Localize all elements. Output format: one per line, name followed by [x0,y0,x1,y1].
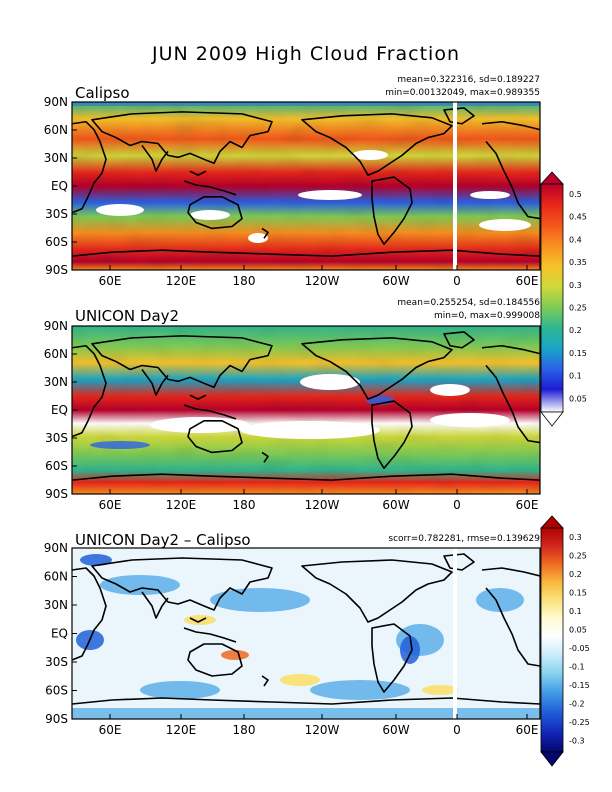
difference-lon-label: 0 [453,723,461,737]
colorbar-diff-label: -0.15 [569,681,590,690]
panel-stats-unicon-2: min=0, max=0.999008 [434,311,540,321]
colorbar-diff-label: 0.15 [569,589,587,598]
colorbar-diff-label: -0.1 [569,663,585,672]
panel-title-difference: UNICON Day2 – Calipso [75,531,251,549]
colorbar-abs-label: 0.05 [569,394,587,403]
difference-missing-strip [453,548,457,719]
colorbar-abs-label: 0.2 [569,326,582,335]
difference-lat-label: 90N [44,541,68,555]
calipso-lat-label: EQ [51,179,68,193]
colorbar-abs-label: 0.15 [569,349,587,358]
colorbar-abs-label: 0.45 [569,213,587,222]
difference-lon-label: 60E [99,723,122,737]
calipso-lat-label: 90S [45,263,68,277]
unicon-lat-label: 30N [44,375,68,389]
unicon-lon-label: 120W [305,498,340,512]
difference-warm-patches [184,615,458,695]
unicon-lon-label: 60E [516,498,539,512]
panel-unicon: UNICON Day2 mean=0.255254, sd=0.184556 m… [44,298,541,512]
difference-field [72,548,540,719]
colorbar-difference-top-triangle [540,515,564,529]
figure-title: JUN 2009 High Cloud Fraction [151,43,460,65]
difference-lon-label: 120W [305,723,340,737]
colorbar-abs-label: 0.4 [569,235,582,244]
unicon-lon-label: 0 [453,498,461,512]
colorbar-difference-bar [540,527,564,753]
difference-lat-label: 60N [44,570,68,584]
difference-lat-label: 30S [45,655,68,669]
panel-calipso: Calipso mean=0.322316, sd=0.189227 min=0… [44,75,541,288]
difference-lat-label: EQ [51,627,68,641]
colorbar-difference-labels: 0.3 0.25 0.2 0.15 0.1 0.05 -0.05 -0.1 -0.15 -0.2 -… [569,533,590,746]
calipso-lon-label: 180 [233,274,256,288]
calipso-lat-label: 90N [44,95,68,109]
colorbar-abs-label: 0.5 [569,190,582,199]
colorbar-absolute-labels: 0.5 0.45 0.4 0.35 0.3 0.25 0.2 0.15 0.1 0.05 [569,190,587,403]
panel-stats-difference-1: scorr=0.782281, rmse=0.139629 [388,534,540,544]
calipso-lat-label: 30N [44,151,68,165]
colorbar-abs-label: 0.1 [569,372,582,381]
calipso-lat-label: 60S [45,235,68,249]
difference-axis: 90N 60N 30N EQ 30S 60S 90S 60E 120E 180 120W 60W 0 60… [44,541,539,737]
colorbar-diff-label: 0.3 [569,533,582,542]
unicon-lat-label: 90S [45,487,68,501]
calipso-axis: 90N 60N 30N EQ 30S 60S 90S 60E 120E 180 120W 60W 0 60… [44,95,539,288]
colorbar-absolute-bar [540,183,564,413]
panel-stats-unicon-1: mean=0.255254, sd=0.184556 [397,298,540,308]
calipso-lon-label: 60E [99,274,122,288]
panel-stats-calipso-2: min=0.00132049, max=0.989355 [385,88,540,98]
difference-lat-label: 60S [45,684,68,698]
calipso-lat-label: 60N [44,123,68,137]
unicon-white-patches [150,374,510,439]
unicon-lon-label: 120E [166,498,197,512]
colorbar-diff-label: 0.25 [569,552,587,561]
difference-lat-label: 30N [44,598,68,612]
unicon-axis: 90N 60N 30N EQ 30S 60S 90S 60E 120E 180 120W 60W 0 60… [44,319,539,512]
colorbar-abs-label: 0.3 [569,281,582,290]
colorbar-difference-bottom-triangle [540,751,564,767]
colorbar-diff-label: 0.1 [569,607,582,616]
difference-darkblue-patches [76,554,420,664]
unicon-lon-label: 180 [233,498,256,512]
difference-lon-label: 60E [516,723,539,737]
calipso-lon-label: 120E [166,274,197,288]
colorbar-absolute: 0.5 0.45 0.4 0.35 0.3 0.25 0.2 0.15 0.1 0.05 [540,171,587,427]
panel-stats-calipso-1: mean=0.322316, sd=0.189227 [397,75,540,85]
unicon-lat-label: EQ [51,403,68,417]
unicon-lat-label: 90N [44,319,68,333]
colorbar-diff-label: 0.05 [569,626,587,635]
colorbar-abs-label: 0.25 [569,304,587,313]
colorbar-diff-label: -0.25 [569,718,590,727]
colorbar-absolute-top-triangle [540,171,564,185]
calipso-lat-label: 30S [45,207,68,221]
difference-lon-label: 120E [166,723,197,737]
calipso-white-patches [96,150,531,243]
calipso-lon-label: 60W [382,274,409,288]
difference-lat-label: 90S [45,712,68,726]
colorbar-abs-label: 0.35 [569,258,587,267]
calipso-lon-label: 120W [305,274,340,288]
calipso-lon-label: 0 [453,274,461,288]
calipso-lon-label: 60E [516,274,539,288]
colorbar-diff-label: -0.2 [569,700,585,709]
difference-lon-label: 60W [382,723,409,737]
unicon-lon-label: 60W [382,498,409,512]
colorbar-diff-label: 0.2 [569,570,582,579]
colorbar-absolute-bottom-triangle [540,411,564,427]
unicon-lat-label: 60S [45,459,68,473]
unicon-lat-label: 60N [44,347,68,361]
colorbar-diff-label: -0.05 [569,644,590,653]
calipso-missing-strip [453,102,457,270]
panel-title-calipso: Calipso [75,84,130,102]
colorbar-diff-label: -0.3 [569,737,585,746]
unicon-lon-label: 60E [99,498,122,512]
unicon-lat-label: 30S [45,431,68,445]
panel-difference: UNICON Day2 – Calipso scorr=0.782281, rm… [44,531,541,737]
colorbar-difference: 0.3 0.25 0.2 0.15 0.1 0.05 -0.05 -0.1 -0.15 -0.2 -… [540,515,590,767]
difference-lon-label: 180 [233,723,256,737]
panel-title-unicon: UNICON Day2 [75,307,179,325]
